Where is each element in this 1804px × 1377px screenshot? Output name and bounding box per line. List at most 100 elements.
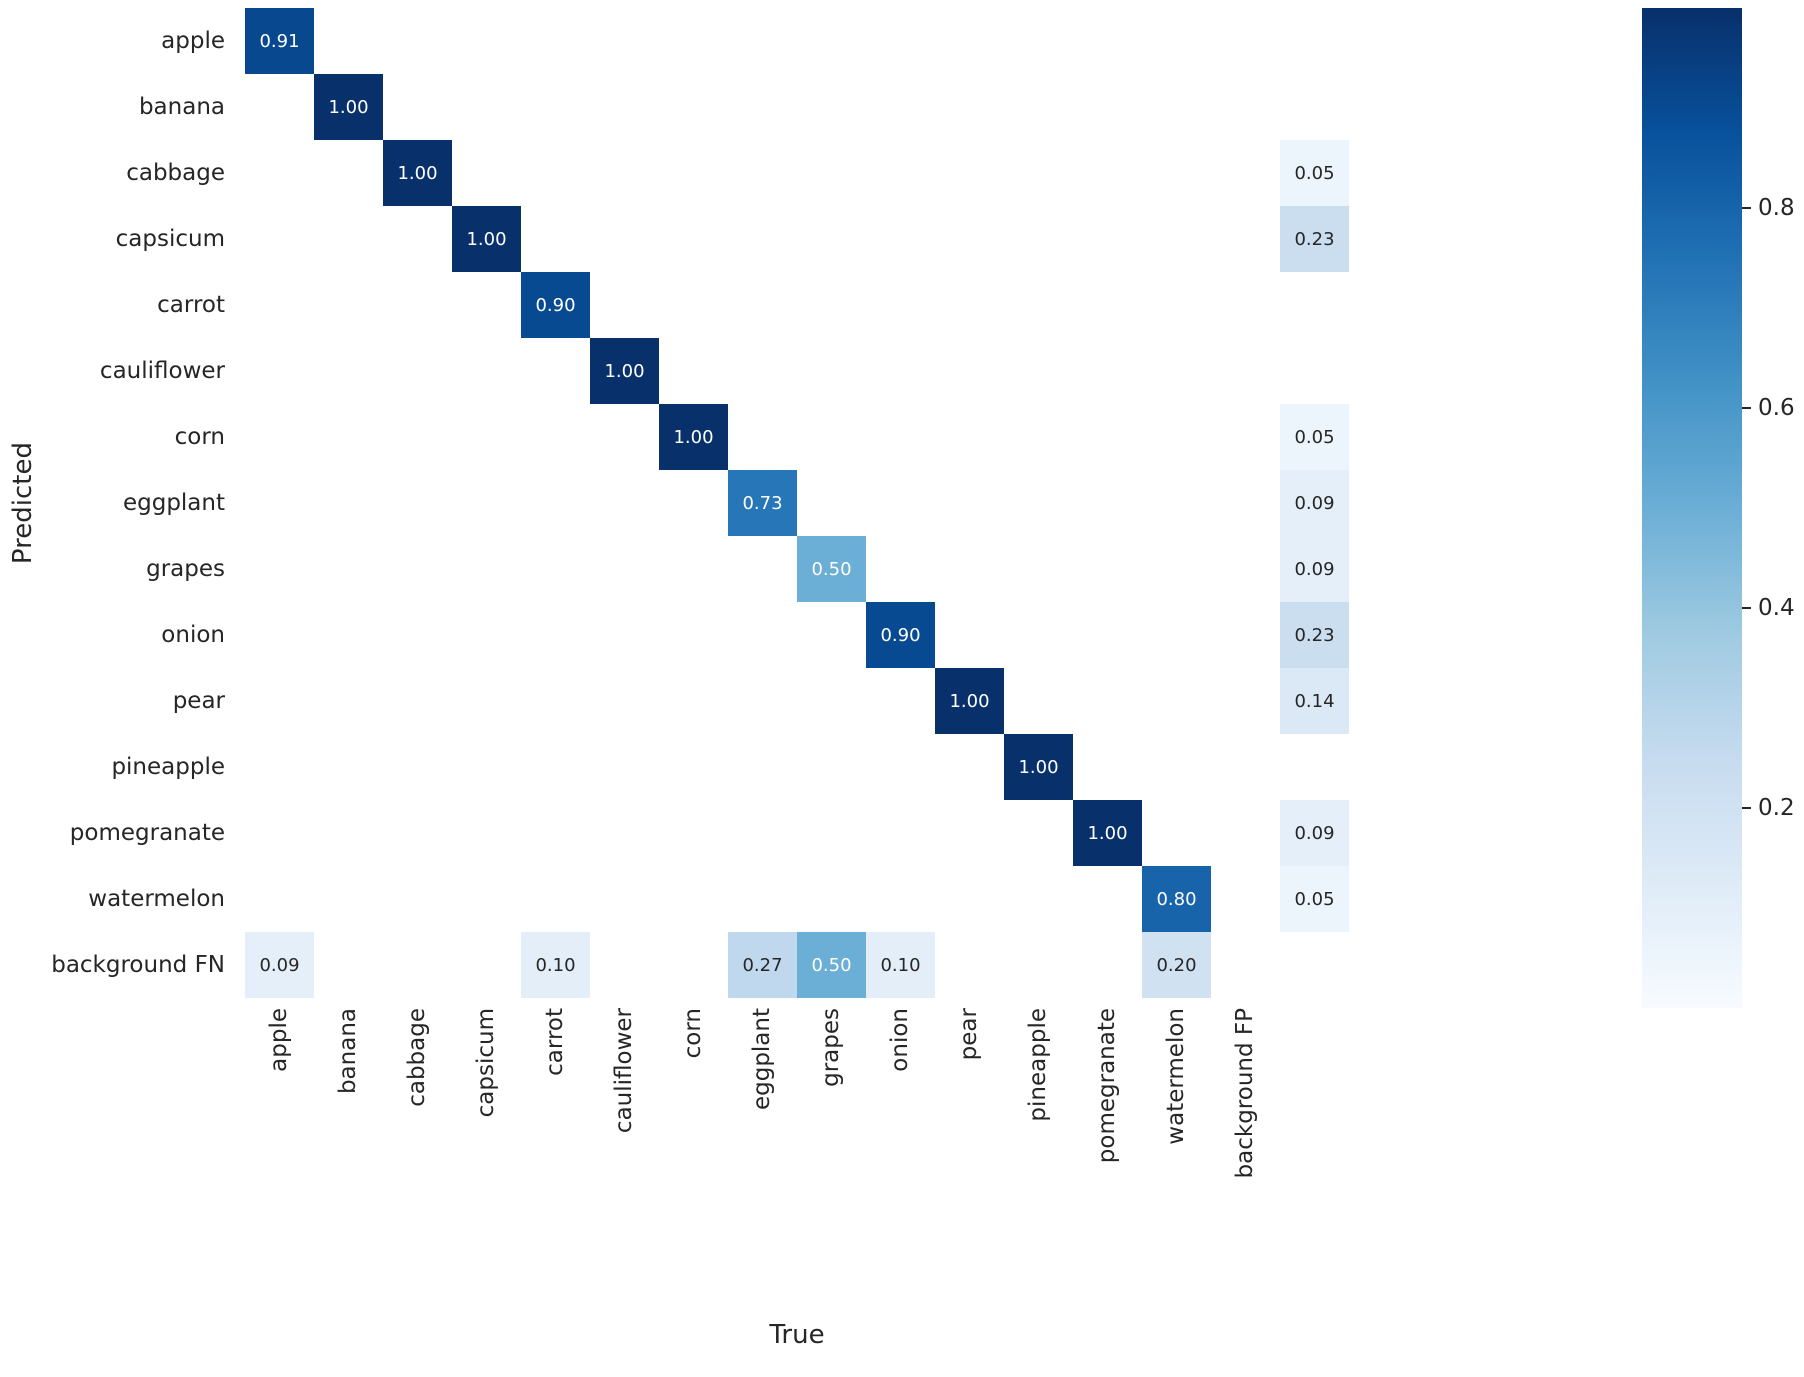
heatmap-cell [590, 536, 659, 602]
heatmap-cell [245, 536, 314, 602]
colorbar: 0.2 0.4 0.6 0.8 [1642, 8, 1795, 1008]
heatmap-cell [383, 536, 452, 602]
heatmap-cell [1073, 8, 1142, 74]
heatmap-cell [383, 206, 452, 272]
heatmap-cell [728, 800, 797, 866]
heatmap-cell: 0.50 [797, 536, 866, 602]
heatmap-cell [1142, 206, 1211, 272]
heatmap-cell [866, 272, 935, 338]
heatmap-cell [797, 602, 866, 668]
heatmap-cell [1004, 668, 1073, 734]
heatmap-cell [245, 140, 314, 206]
colorbar-tick-label: 0.4 [1758, 595, 1795, 621]
y-tick-label: pomegranate [69, 820, 225, 846]
colorbar-tick [1742, 607, 1751, 609]
heatmap-cell [521, 140, 590, 206]
heatmap-cell [314, 140, 383, 206]
heatmap-cell [245, 602, 314, 668]
heatmap-cell [314, 536, 383, 602]
heatmap-cell: 1.00 [1073, 800, 1142, 866]
x-tick-label: onion [866, 1008, 935, 1248]
x-tick-label-text: capsicum [473, 1008, 499, 1118]
heatmap-cell: 0.09 [1280, 470, 1349, 536]
heatmap-cell [1004, 470, 1073, 536]
heatmap-cell [797, 206, 866, 272]
heatmap-cell [1280, 272, 1349, 338]
heatmap-cell [383, 932, 452, 998]
heatmap-cell [935, 800, 1004, 866]
heatmap-cell [590, 932, 659, 998]
heatmap-cell [590, 74, 659, 140]
heatmap-cell [1004, 338, 1073, 404]
heatmap-cell [452, 140, 521, 206]
heatmap-cell [590, 800, 659, 866]
heatmap-cell: 0.14 [1280, 668, 1349, 734]
heatmap-cell [1073, 140, 1142, 206]
heatmap-cell: 0.20 [1142, 932, 1211, 998]
y-tick-label: background FN [51, 952, 225, 978]
heatmap-cell: 0.09 [1280, 800, 1349, 866]
heatmap-cell [314, 404, 383, 470]
heatmap-cell [1073, 866, 1142, 932]
heatmap-cell [728, 668, 797, 734]
colorbar-tick-label: 0.2 [1758, 795, 1795, 821]
heatmap-cell [728, 140, 797, 206]
heatmap-cell: 0.05 [1280, 404, 1349, 470]
y-tick-label: pineapple [111, 754, 225, 780]
heatmap-cell [797, 734, 866, 800]
heatmap-cell: 0.73 [728, 470, 797, 536]
heatmap-cell [590, 866, 659, 932]
heatmap-cell [866, 470, 935, 536]
heatmap-cell [1004, 272, 1073, 338]
heatmap-cell [935, 272, 1004, 338]
heatmap-cell [245, 668, 314, 734]
heatmap-cell [866, 800, 935, 866]
heatmap-cell [866, 536, 935, 602]
x-tick-label: capsicum [452, 1008, 521, 1248]
heatmap-cell [1211, 8, 1280, 74]
heatmap-cell [659, 74, 728, 140]
heatmap-cell [521, 470, 590, 536]
heatmap-cell [452, 668, 521, 734]
heatmap-cell: 1.00 [383, 140, 452, 206]
heatmap-cell [935, 602, 1004, 668]
heatmap-cell [728, 404, 797, 470]
heatmap-cell [314, 602, 383, 668]
y-tick-label: grapes [146, 556, 225, 582]
heatmap-cell [452, 470, 521, 536]
heatmap-cell [1004, 602, 1073, 668]
heatmap-cell [659, 140, 728, 206]
heatmap-cell [797, 74, 866, 140]
heatmap-cell [452, 602, 521, 668]
x-tick-label-text: watermelon [1163, 1008, 1189, 1145]
heatmap-cell [590, 206, 659, 272]
heatmap-cell [935, 338, 1004, 404]
heatmap-cell [452, 734, 521, 800]
heatmap-cell [1073, 536, 1142, 602]
heatmap-cell [659, 536, 728, 602]
heatmap-cell [866, 668, 935, 734]
x-tick-label-text: cauliflower [611, 1008, 637, 1134]
heatmap-cell [659, 338, 728, 404]
heatmap-cell [590, 668, 659, 734]
heatmap-cell [590, 602, 659, 668]
x-tick-label-text: onion [887, 1008, 913, 1072]
heatmap-cell [866, 74, 935, 140]
y-tick-label: pear [172, 688, 225, 714]
heatmap-cell [1211, 272, 1280, 338]
y-tick-label: carrot [157, 292, 225, 318]
heatmap-cell [797, 800, 866, 866]
heatmap-cell [1142, 800, 1211, 866]
heatmap-cell [1073, 602, 1142, 668]
heatmap-cell [866, 866, 935, 932]
heatmap-cell [866, 140, 935, 206]
x-tick-label: corn [659, 1008, 728, 1248]
x-tick-label: cauliflower [590, 1008, 659, 1248]
heatmap-cell [521, 536, 590, 602]
x-tick-label: carrot [521, 1008, 590, 1248]
heatmap-cell [590, 8, 659, 74]
heatmap-cell [1211, 206, 1280, 272]
heatmap-cell [935, 8, 1004, 74]
x-tick-label-text: corn [680, 1008, 706, 1059]
y-tick-label: corn [174, 424, 225, 450]
